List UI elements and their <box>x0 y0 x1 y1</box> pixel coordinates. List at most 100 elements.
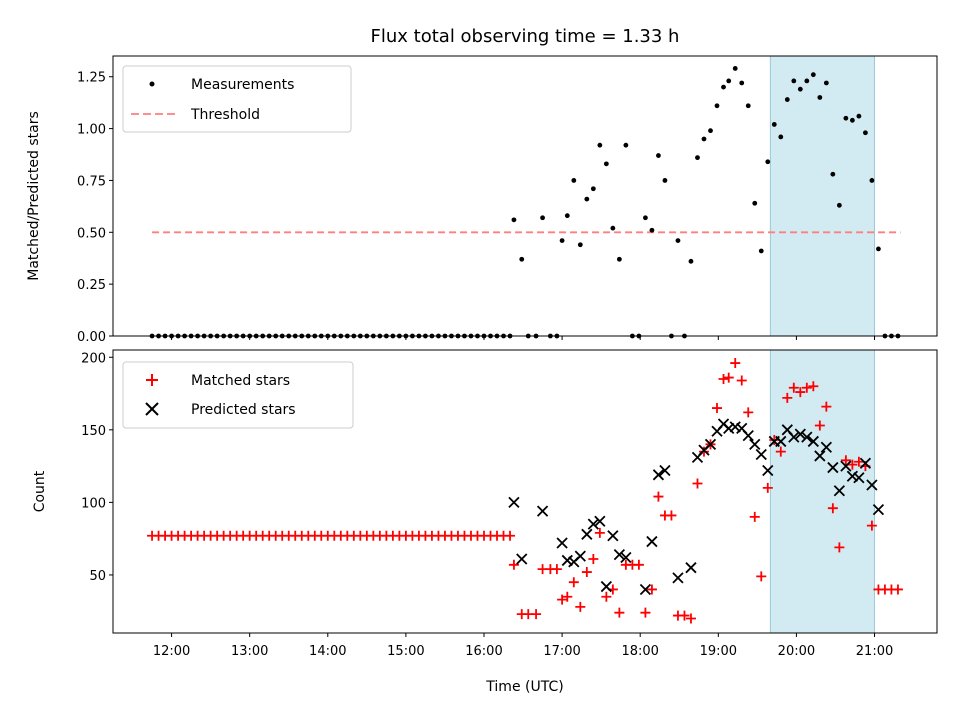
matched-star-point <box>568 577 579 588</box>
matched-star-point <box>575 601 586 612</box>
measurement-point <box>745 103 751 109</box>
bottom-highlight-span <box>769 349 876 634</box>
matched-star-point <box>679 610 690 621</box>
predicted-star-point <box>508 496 520 509</box>
predicted-star-point <box>729 421 741 433</box>
bottom-y-tick-label: 100 <box>81 496 106 511</box>
predicted-star-point <box>742 429 754 442</box>
predicted-star-point <box>556 537 568 549</box>
predicted-star-point <box>723 422 735 435</box>
measurement-point <box>564 213 570 219</box>
matched-star-point <box>633 559 644 570</box>
matched-star-point <box>788 382 799 393</box>
measurement-point <box>849 117 855 123</box>
matched-star-point <box>827 503 838 514</box>
measurement-point <box>784 97 790 102</box>
bottom-y-tick-label: 50 <box>89 569 106 584</box>
predicted-star-point <box>794 428 806 440</box>
x-tick-label: 20:00 <box>778 644 815 659</box>
measurement-point <box>519 256 525 262</box>
predicted-star-point <box>574 550 586 562</box>
measurement-point <box>571 178 577 183</box>
matched-star-point <box>557 594 568 605</box>
matched-star-point <box>666 510 677 521</box>
predicted-star-point <box>600 580 612 593</box>
matched-star-point <box>601 591 612 602</box>
measurement-point <box>511 217 517 223</box>
matched-star-point <box>840 455 851 466</box>
matched-star-point <box>814 420 825 431</box>
top-panel: 0.00 0.25 0.50 0.75 1.00 1.25 Matched/Predict… <box>26 55 938 345</box>
measurement-point <box>695 155 700 161</box>
predicted-star-point <box>646 535 658 548</box>
matched-star-point <box>821 401 832 412</box>
matched-star-point <box>892 584 903 595</box>
measurement-point <box>603 161 609 167</box>
measurement-point <box>656 153 661 158</box>
predicted-star-point <box>685 562 697 574</box>
predicted-star-point <box>587 518 599 530</box>
top-y-tick-label: 0.00 <box>77 330 106 345</box>
matched-star-point <box>614 607 625 618</box>
matched-star-point <box>736 375 747 386</box>
measurement-point <box>843 115 849 121</box>
matched-star-point <box>723 372 734 383</box>
matched-star-point <box>594 527 605 538</box>
bottom-axis-ticks: 50 100 150 200 12:00 13:00 14:00 15:00 16:00 17:0… <box>81 351 893 659</box>
matched-star-point <box>775 446 786 457</box>
measurement-point <box>856 113 862 119</box>
predicted-star-point <box>820 441 832 453</box>
x-tick-label: 15:00 <box>387 644 424 659</box>
predicted-star-point <box>866 479 878 491</box>
measurement-point <box>559 238 565 243</box>
predicted-star-point <box>620 551 632 564</box>
legend-matched-label: Matched stars <box>191 373 290 389</box>
predicted-star-point <box>775 435 787 448</box>
measurement-point <box>869 178 875 183</box>
predicted-star-point <box>814 450 826 462</box>
matched-star-point <box>562 591 573 602</box>
top-legend-box <box>122 65 352 133</box>
legend-predicted-label: Predicted stars <box>191 402 296 418</box>
measurement-point <box>649 227 655 233</box>
matched-star-point <box>782 392 793 403</box>
matched-star-point <box>808 381 819 392</box>
top-y-axis-label: Matched/Predicted stars <box>26 111 42 281</box>
matched-star-point <box>505 530 516 541</box>
x-tick-label: 16:00 <box>465 644 502 659</box>
matched-star-point <box>853 456 864 467</box>
matched-star-point <box>692 478 703 489</box>
bottom-y-tick-label: 150 <box>81 424 106 439</box>
predicted-star-point <box>853 472 865 484</box>
measurement-point <box>643 215 648 221</box>
x-axis-label: Time (UTC) <box>485 679 563 695</box>
matched-star-point <box>756 571 767 582</box>
measurement-point <box>726 78 732 84</box>
predicted-star-point <box>840 460 852 472</box>
legend-matched-marker <box>146 374 158 386</box>
predicted-star-point <box>755 448 767 461</box>
x-tick-label: 14:00 <box>309 644 346 659</box>
chart-title: Flux total observing time = 1.33 h <box>371 26 680 47</box>
measurement-point <box>714 103 720 109</box>
measurement-point <box>616 256 622 262</box>
predicted-star-point <box>607 530 619 542</box>
measurement-point <box>708 128 713 134</box>
matched-star-point <box>508 559 519 570</box>
predicted-star-point <box>613 548 626 561</box>
top-y-tick-label: 0.50 <box>77 226 106 241</box>
measurement-point <box>823 80 829 86</box>
x-tick-label: 12:00 <box>153 644 190 659</box>
measurement-point <box>662 178 668 183</box>
bottom-panel: 50 100 150 200 12:00 13:00 14:00 15:00 16:00 17:0… <box>32 349 938 695</box>
measurement-point <box>810 72 816 78</box>
measurement-point <box>739 80 745 86</box>
measurement-point <box>876 246 881 252</box>
measurement-point <box>688 258 694 264</box>
matched-star-point <box>866 520 877 531</box>
measurement-point <box>701 136 707 142</box>
predicted-star-point <box>561 554 573 567</box>
measurement-point <box>791 78 797 84</box>
predicted-star-point <box>801 431 813 443</box>
